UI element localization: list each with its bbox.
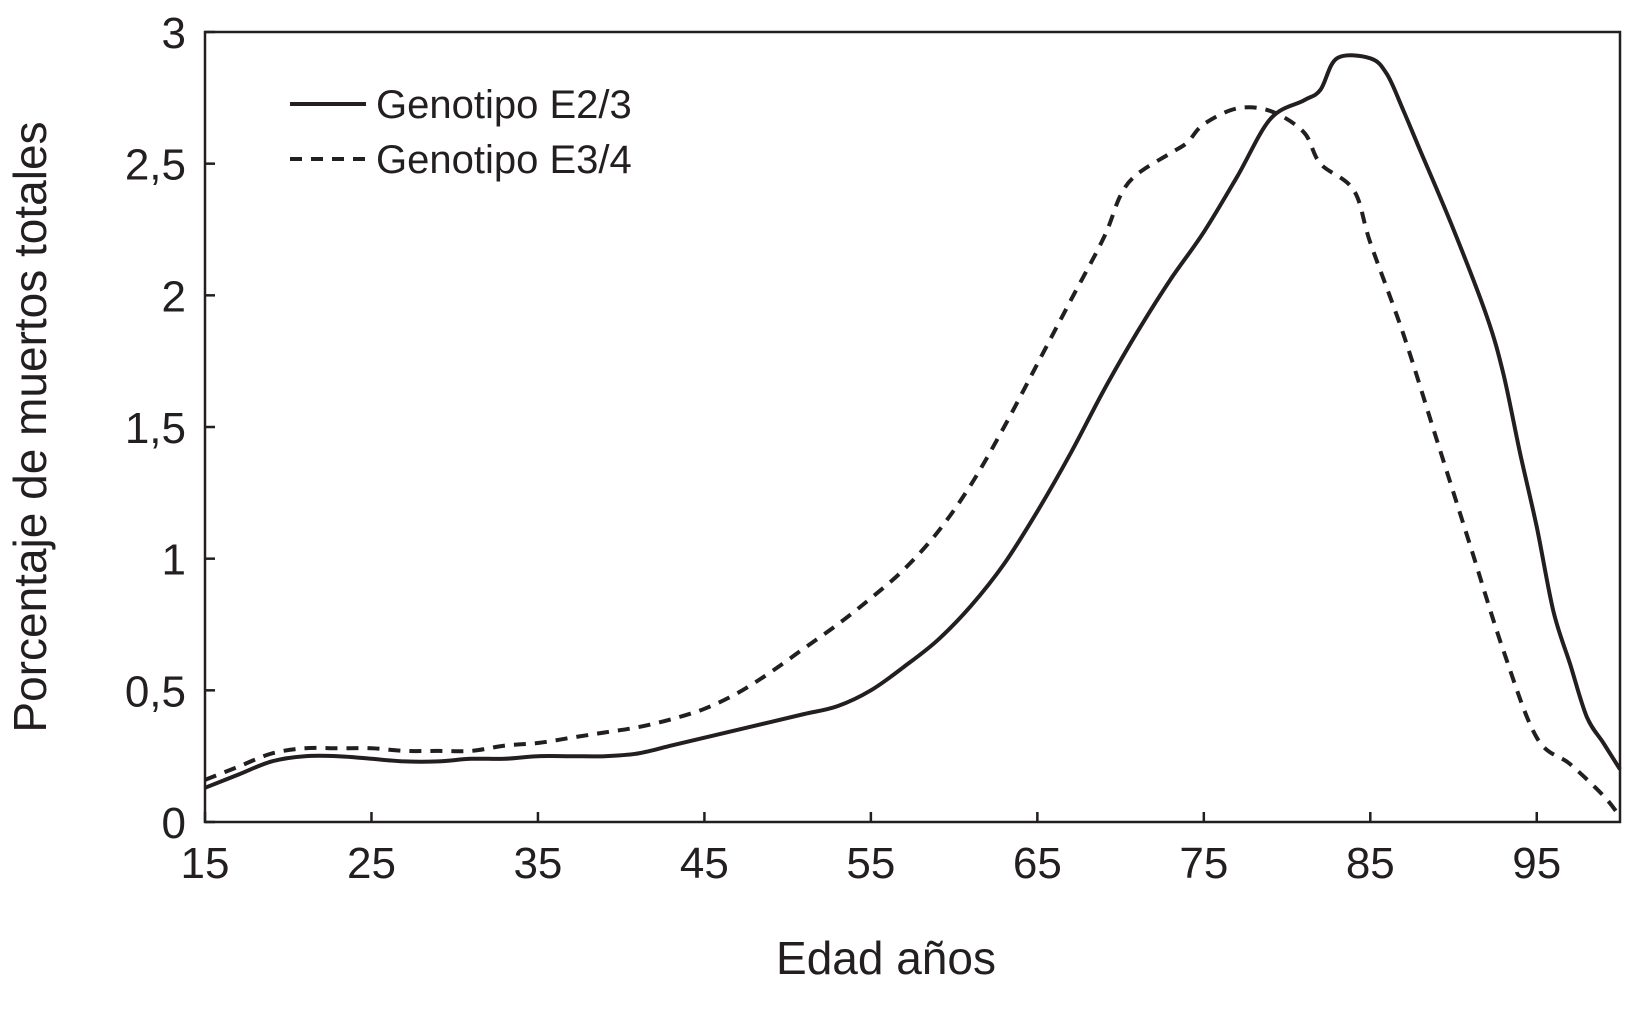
x-tick-label: 15 bbox=[181, 839, 230, 888]
x-tick-label: 85 bbox=[1346, 839, 1395, 888]
y-tick-label: 2 bbox=[162, 272, 186, 321]
series-line-solid bbox=[204, 53, 1622, 790]
x-tick-label: 75 bbox=[1179, 839, 1228, 888]
y-tick-label: 3 bbox=[162, 9, 186, 58]
x-tick-label: 55 bbox=[846, 839, 895, 888]
legend-label-series-2: Genotipo E3/4 bbox=[376, 138, 632, 182]
x-tick-label: 25 bbox=[347, 839, 396, 888]
y-tick-label: 0,5 bbox=[125, 667, 186, 716]
x-tick-label: 95 bbox=[1512, 839, 1561, 888]
legend: Genotipo E2/3 Genotipo E3/4 bbox=[290, 83, 632, 182]
x-tick-label: 65 bbox=[1013, 839, 1062, 888]
y-tick-label: 0 bbox=[162, 799, 186, 848]
y-tick-label: 1,5 bbox=[125, 404, 186, 453]
legend-label-series-1: Genotipo E2/3 bbox=[376, 83, 632, 127]
y-tick-label: 1 bbox=[162, 536, 186, 585]
series-layer bbox=[204, 53, 1622, 818]
x-axis-title: Edad años bbox=[776, 932, 996, 984]
y-axis-ticks: 0 0,5 1 1,5 2 2,5 3 bbox=[125, 9, 215, 848]
x-tick-label: 45 bbox=[680, 839, 729, 888]
y-tick-label: 2,5 bbox=[125, 141, 186, 190]
x-tick-label: 35 bbox=[513, 839, 562, 888]
y-axis-title: Porcentaje de muertos totales bbox=[4, 121, 56, 732]
series-line-dashed bbox=[204, 105, 1622, 818]
x-axis-ticks: 15 25 35 45 55 65 75 85 95 bbox=[181, 812, 1561, 888]
